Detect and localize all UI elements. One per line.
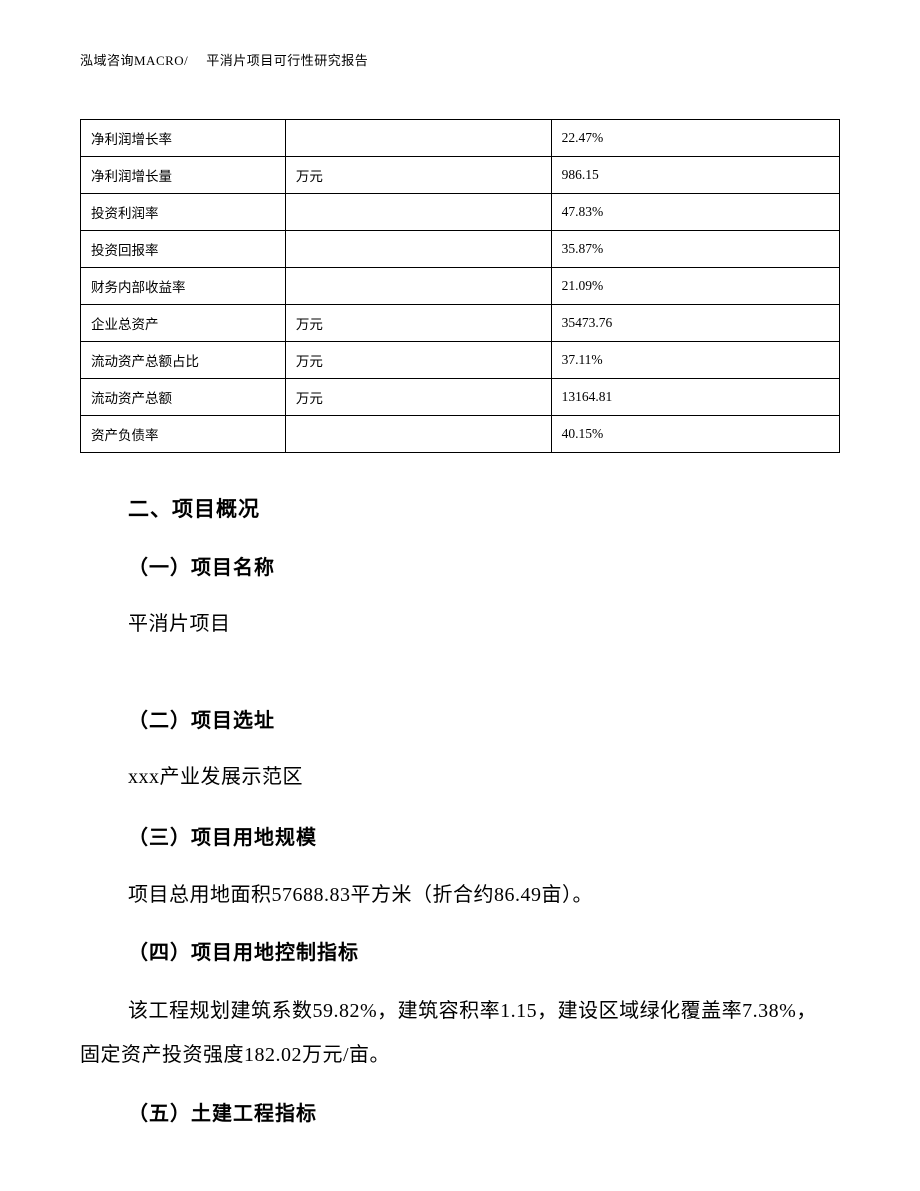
subsection-heading: （五）土建工程指标: [128, 1097, 830, 1126]
metric-value: 35.87%: [551, 231, 839, 268]
metric-label: 投资回报率: [81, 231, 286, 268]
financial-metrics-table: 净利润增长率 22.47% 净利润增长量 万元 986.15 投资利润率 47.…: [80, 119, 840, 453]
metric-unit: [285, 231, 551, 268]
table-row: 流动资产总额 万元 13164.81: [81, 379, 840, 416]
project-location-text: xxx产业发展示范区: [128, 757, 830, 797]
metric-label: 投资利润率: [81, 194, 286, 231]
metric-label: 流动资产总额占比: [81, 342, 286, 379]
metric-label: 企业总资产: [81, 305, 286, 342]
metric-unit: 万元: [285, 157, 551, 194]
document-body: 二、项目概况 （一）项目名称 平消片项目 （二）项目选址 xxx产业发展示范区 …: [80, 493, 840, 1126]
subsection-heading: （四）项目用地控制指标: [128, 936, 830, 965]
land-scale-text: 项目总用地面积57688.83平方米（折合约86.49亩）。: [128, 874, 830, 916]
metric-unit: [285, 120, 551, 157]
metric-label: 流动资产总额: [81, 379, 286, 416]
metric-label: 财务内部收益率: [81, 268, 286, 305]
metric-unit: 万元: [285, 342, 551, 379]
metric-unit: 万元: [285, 305, 551, 342]
metric-value: 986.15: [551, 157, 839, 194]
page-header: 泓域咨询MACRO/平消片项目可行性研究报告: [80, 50, 840, 69]
metric-unit: 万元: [285, 379, 551, 416]
metric-label: 资产负债率: [81, 416, 286, 453]
metric-value: 40.15%: [551, 416, 839, 453]
table-row: 净利润增长率 22.47%: [81, 120, 840, 157]
table-row: 财务内部收益率 21.09%: [81, 268, 840, 305]
land-control-text: 该工程规划建筑系数59.82%，建筑容积率1.15，建设区域绿化覆盖率7.38%…: [80, 989, 830, 1077]
header-right: 平消片项目可行性研究报告: [206, 53, 368, 68]
metric-value: 35473.76: [551, 305, 839, 342]
subsection-heading: （一）项目名称: [128, 551, 830, 580]
table-row: 投资利润率 47.83%: [81, 194, 840, 231]
metric-unit: [285, 416, 551, 453]
table-row: 企业总资产 万元 35473.76: [81, 305, 840, 342]
metric-unit: [285, 268, 551, 305]
metric-value: 21.09%: [551, 268, 839, 305]
table-row: 资产负债率 40.15%: [81, 416, 840, 453]
subsection-heading: （二）项目选址: [128, 704, 830, 733]
metric-value: 22.47%: [551, 120, 839, 157]
project-name-text: 平消片项目: [128, 604, 830, 644]
header-left: 泓域咨询MACRO/: [80, 53, 188, 68]
document-page: 泓域咨询MACRO/平消片项目可行性研究报告 净利润增长率 22.47% 净利润…: [0, 0, 920, 1191]
metric-label: 净利润增长量: [81, 157, 286, 194]
section-heading: 二、项目概况: [128, 493, 830, 523]
metric-label: 净利润增长率: [81, 120, 286, 157]
table-row: 流动资产总额占比 万元 37.11%: [81, 342, 840, 379]
metric-value: 47.83%: [551, 194, 839, 231]
metric-value: 13164.81: [551, 379, 839, 416]
subsection-heading: （三）项目用地规模: [128, 821, 830, 850]
metric-value: 37.11%: [551, 342, 839, 379]
table-row: 投资回报率 35.87%: [81, 231, 840, 268]
table-row: 净利润增长量 万元 986.15: [81, 157, 840, 194]
metric-unit: [285, 194, 551, 231]
